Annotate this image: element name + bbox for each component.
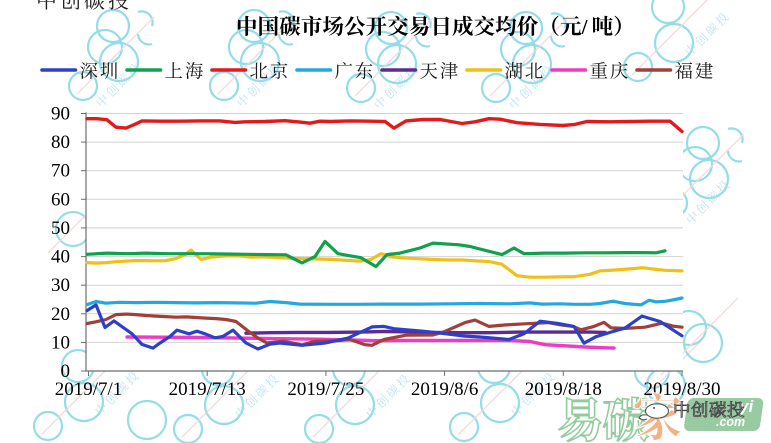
svg-text:2019/7/13: 2019/7/13	[169, 379, 246, 400]
svg-text:50: 50	[51, 218, 70, 239]
svg-text:0: 0	[61, 361, 71, 382]
svg-text:40: 40	[51, 247, 70, 268]
svg-text:2019/7/25: 2019/7/25	[287, 379, 364, 400]
svg-text:2019/8/18: 2019/8/18	[525, 379, 602, 400]
svg-text:20: 20	[51, 304, 70, 325]
svg-text:70: 70	[51, 161, 70, 182]
svg-text:2019/8/30: 2019/8/30	[643, 379, 720, 400]
svg-text:80: 80	[51, 132, 70, 153]
svg-text:/: /	[581, 15, 589, 39]
svg-text:2019/8/6: 2019/8/6	[411, 379, 479, 400]
svg-text:90: 90	[51, 104, 70, 125]
svg-text:60: 60	[51, 189, 70, 210]
svg-text:yi: yi	[738, 397, 754, 416]
svg-text:10: 10	[51, 332, 70, 353]
svg-text:2019/7/1: 2019/7/1	[55, 379, 123, 400]
svg-text:30: 30	[51, 275, 70, 296]
svg-text:.com: .com	[716, 415, 745, 429]
